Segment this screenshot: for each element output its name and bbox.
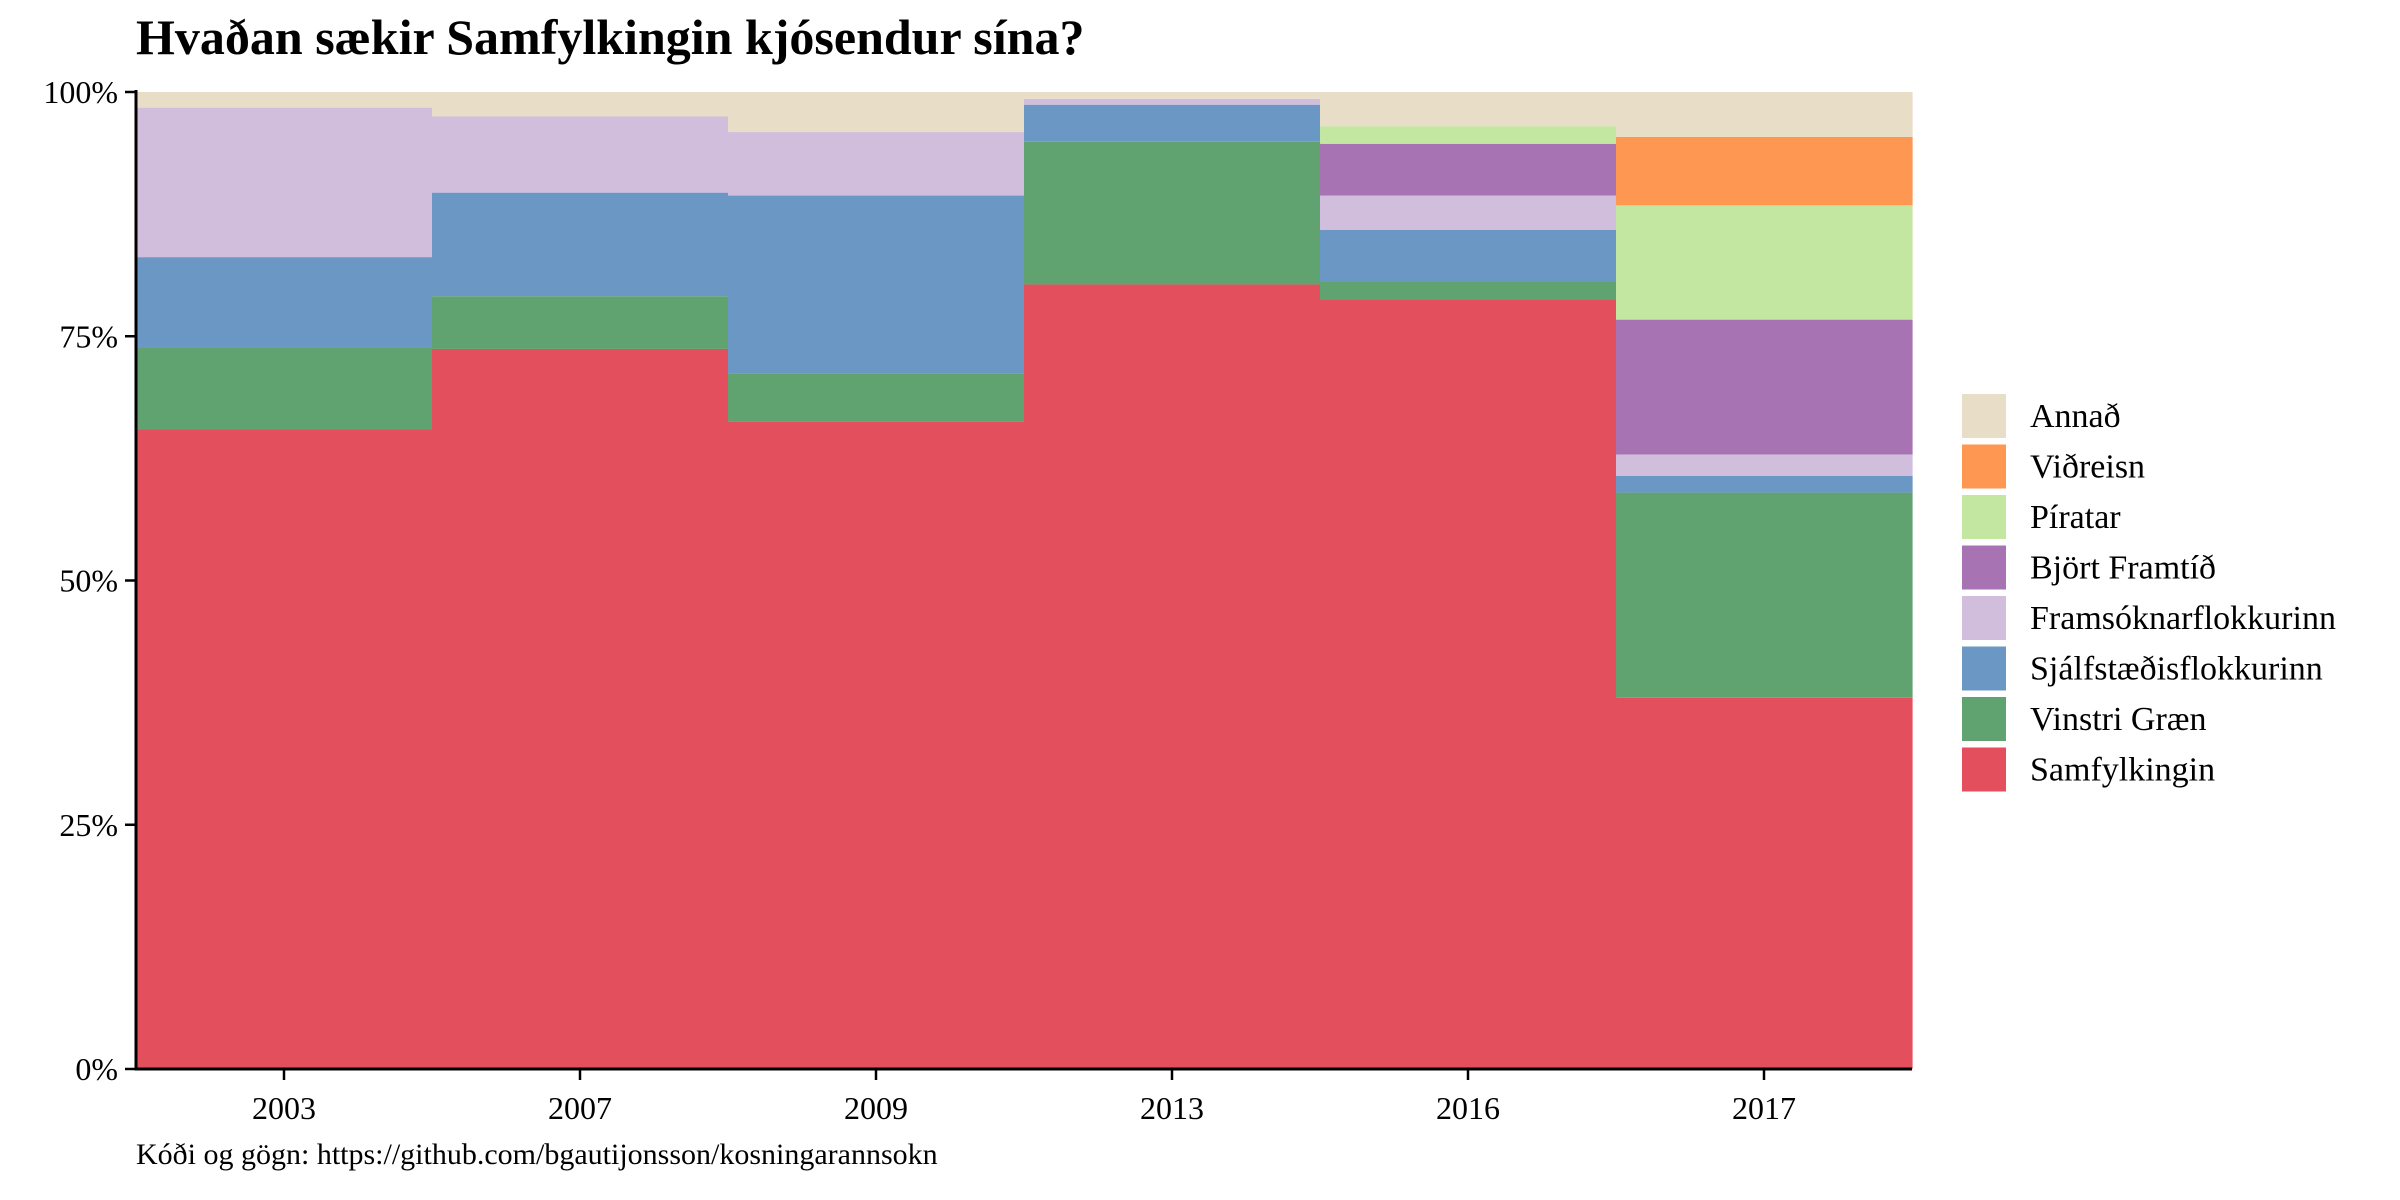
- bar-segment: [432, 348, 729, 1069]
- bar-segment: [432, 296, 729, 349]
- y-tick-label: 100%: [43, 74, 118, 110]
- legend-label: Annað: [2030, 398, 2121, 435]
- bar-segment: [728, 195, 1025, 374]
- x-tick-label: 2013: [1140, 1090, 1204, 1126]
- bar-segment: [432, 192, 729, 297]
- bar-segment: [1320, 143, 1617, 196]
- legend-swatch: [1962, 646, 2006, 691]
- y-tick-label: 75%: [59, 318, 118, 354]
- bar-segment: [1616, 319, 1913, 455]
- source-caption: Kóði og gögn: https://github.com/bgautij…: [136, 1138, 938, 1171]
- bar-segment: [1024, 98, 1321, 105]
- bar-segment: [728, 92, 1025, 133]
- legend-swatch: [1962, 545, 2006, 590]
- bar-segment: [1616, 492, 1913, 698]
- bar-segment: [136, 429, 433, 1069]
- bar-segment: [1616, 92, 1913, 137]
- chart-title: Hvaðan sækir Samfylkingin kjósendur sína…: [136, 9, 1085, 65]
- bar-segment: [1320, 281, 1617, 300]
- x-tick-label: 2009: [844, 1090, 908, 1126]
- axes-layer: 0% 25% 50% 75% 100% 2003 2007 2009 2013 2016 2017: [43, 74, 1912, 1126]
- bar-segment: [1024, 141, 1321, 285]
- legend-label: Sjálfstæðisflokkurinn: [2030, 651, 2323, 688]
- legend-label: Viðreisn: [2030, 449, 2145, 486]
- legend-swatch: [1962, 747, 2006, 792]
- legend-label: Vinstri Græn: [2030, 701, 2206, 738]
- x-tick-label: 2003: [252, 1090, 316, 1126]
- x-tick-label: 2017: [1732, 1090, 1796, 1126]
- bar-segment: [136, 257, 433, 348]
- y-tick-label: 0%: [75, 1051, 118, 1087]
- bar-segment: [136, 107, 433, 258]
- bar-segment: [1024, 104, 1321, 142]
- legend: Annað Viðreisn Píratar Björt Framtíð Framsók…: [1962, 394, 2336, 792]
- bar-segment: [1024, 284, 1321, 1069]
- bar-segment: [1616, 454, 1913, 476]
- bars-layer: [136, 92, 1913, 1069]
- legend-swatch: [1962, 596, 2006, 640]
- y-tick-label: 50%: [59, 563, 118, 599]
- legend-swatch: [1962, 444, 2006, 489]
- bar-segment: [1616, 475, 1913, 493]
- bar-segment: [1616, 136, 1913, 206]
- legend-swatch: [1962, 495, 2006, 539]
- bar-segment: [1616, 205, 1913, 320]
- bar-segment: [1320, 126, 1617, 144]
- bar-segment: [1024, 92, 1321, 99]
- bar-segment: [728, 421, 1025, 1069]
- bar-segment: [1616, 697, 1913, 1069]
- legend-label: Björt Framtíð: [2030, 550, 2216, 587]
- legend-label: Píratar: [2030, 499, 2121, 536]
- bar-segment: [432, 116, 729, 193]
- bar-segment: [1320, 229, 1617, 282]
- legend-swatch: [1962, 394, 2006, 438]
- legend-swatch: [1962, 697, 2006, 741]
- x-tick-label: 2007: [548, 1090, 612, 1126]
- bar-segment: [728, 132, 1025, 196]
- x-tick-label: 2016: [1436, 1090, 1500, 1126]
- bar-segment: [1320, 299, 1617, 1069]
- bar-segment: [1320, 92, 1617, 127]
- bar-segment: [728, 373, 1025, 422]
- bar-segment: [432, 92, 729, 117]
- legend-label: Samfylkingin: [2030, 752, 2215, 789]
- bar-segment: [1320, 195, 1617, 230]
- bar-segment: [136, 92, 433, 108]
- y-tick-label: 25%: [59, 807, 118, 843]
- bar-segment: [136, 347, 433, 430]
- legend-label: Framsóknarflokkurinn: [2030, 600, 2336, 637]
